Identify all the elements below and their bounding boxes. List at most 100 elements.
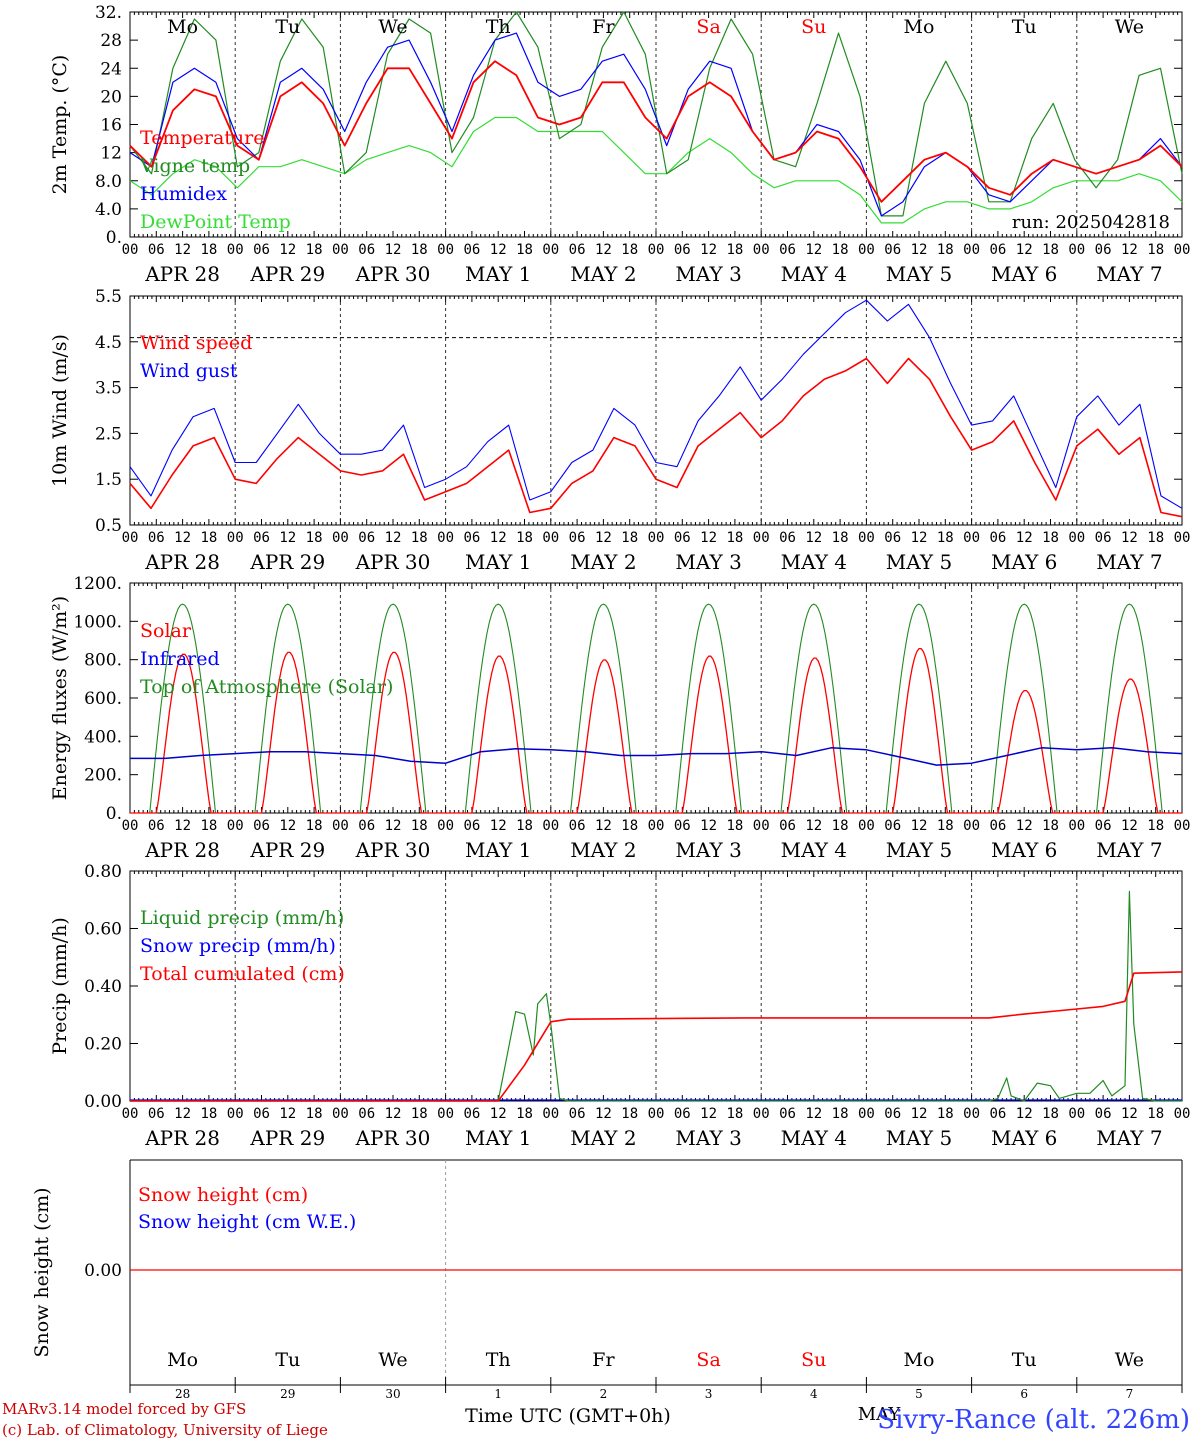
hour-tick-label: 18	[516, 1106, 533, 1122]
hour-tick-label: 06	[779, 1106, 796, 1122]
day-name-label: Tu	[275, 16, 300, 38]
hour-tick-label: 00	[753, 1106, 770, 1122]
date-label: MAY 1	[465, 550, 531, 574]
hour-tick-label: 12	[279, 242, 296, 258]
hour-tick-label: 00	[437, 1106, 454, 1122]
y-tick-label: 32.	[95, 3, 122, 23]
hour-tick-label: 00	[227, 242, 244, 258]
hour-tick-label: 00	[858, 242, 875, 258]
hour-tick-label: 18	[411, 818, 428, 834]
day-number-label: 30	[385, 1387, 400, 1401]
date-label: APR 29	[249, 838, 325, 862]
hour-tick-label: 18	[621, 818, 638, 834]
hour-tick-label: 12	[174, 818, 191, 834]
day-name-label: Mo	[167, 16, 198, 38]
hour-tick-label: 06	[148, 530, 165, 546]
legend-entry: Infrared	[140, 648, 220, 670]
hour-tick-label: 06	[358, 818, 375, 834]
hour-tick-label: 06	[884, 242, 901, 258]
hour-tick-label: 18	[832, 242, 849, 258]
day-number-label: 5	[915, 1387, 923, 1401]
hour-tick-label: 06	[674, 530, 691, 546]
hour-tick-label: 00	[1068, 818, 1085, 834]
day-number-label: 3	[705, 1387, 713, 1401]
hour-tick-label: 06	[569, 1106, 586, 1122]
hour-tick-label: 06	[569, 530, 586, 546]
y-tick-label: 1000.	[73, 612, 122, 632]
legend-entry: Snow precip (mm/h)	[140, 935, 336, 957]
hour-tick-label: 00	[542, 530, 559, 546]
y-tick-label: 24	[100, 59, 122, 79]
hour-tick-label: 18	[832, 530, 849, 546]
hour-tick-label: 12	[805, 818, 822, 834]
hour-tick-label: 12	[385, 1106, 402, 1122]
hour-tick-label: 00	[753, 818, 770, 834]
hour-tick-label: 12	[911, 530, 928, 546]
legend-entry: Solar	[140, 620, 192, 642]
legend-entry: Vigne temp	[139, 155, 250, 177]
hour-tick-label: 12	[1121, 530, 1138, 546]
date-label: MAY 1	[465, 1126, 531, 1150]
hour-tick-label: 00	[753, 242, 770, 258]
hour-tick-label: 00	[963, 530, 980, 546]
hour-tick-label: 12	[700, 818, 717, 834]
y-axis-label: Precip (mm/h)	[49, 917, 71, 1055]
series-dewpoint-temp	[129, 116, 1183, 224]
day-name-label: Sa	[696, 1349, 720, 1371]
date-label: MAY 7	[1096, 838, 1162, 862]
hour-tick-label: 18	[1042, 1106, 1059, 1122]
hour-tick-label: 12	[911, 818, 928, 834]
day-name-label: Th	[486, 16, 511, 38]
y-tick-label: 0.20	[84, 1035, 122, 1055]
date-label: APR 30	[355, 550, 431, 574]
series-liquid-precip-mm-h-	[130, 890, 1182, 1102]
y-tick-label: 200.	[84, 766, 122, 786]
date-label: MAY 4	[781, 1126, 847, 1150]
y-tick-label: 4.5	[95, 333, 122, 353]
series-humidex	[129, 32, 1183, 217]
date-label: MAY 7	[1096, 550, 1162, 574]
hour-tick-label: 12	[385, 530, 402, 546]
hour-tick-label: 18	[516, 818, 533, 834]
hour-tick-label: 00	[1174, 818, 1191, 834]
date-label: MAY 6	[991, 262, 1057, 286]
hour-tick-label: 18	[726, 818, 743, 834]
hour-tick-label: 12	[1121, 818, 1138, 834]
hour-tick-label: 12	[595, 818, 612, 834]
hour-tick-label: 18	[1147, 242, 1164, 258]
hour-tick-label: 18	[1042, 242, 1059, 258]
hour-tick-label: 06	[358, 242, 375, 258]
hour-tick-label: 18	[1147, 530, 1164, 546]
legend-entry: Liquid precip (mm/h)	[140, 907, 344, 929]
date-label: MAY 6	[991, 838, 1057, 862]
day-number-label: 29	[280, 1387, 295, 1401]
hour-tick-label: 00	[332, 530, 349, 546]
hour-tick-label: 12	[490, 818, 507, 834]
hour-tick-label: 00	[1068, 530, 1085, 546]
hour-tick-label: 00	[227, 1106, 244, 1122]
y-tick-label: 1.5	[95, 470, 122, 490]
hour-tick-label: 06	[463, 242, 480, 258]
station-name: Sivry-Rance (alt. 226m)	[877, 1405, 1190, 1435]
hour-tick-label: 18	[726, 1106, 743, 1122]
hour-tick-label: 06	[253, 530, 270, 546]
day-name-label: Mo	[904, 16, 935, 38]
hour-tick-label: 00	[1174, 530, 1191, 546]
hour-tick-label: 12	[174, 1106, 191, 1122]
hour-tick-label: 06	[779, 242, 796, 258]
date-label: MAY 3	[675, 838, 741, 862]
hour-tick-label: 06	[884, 818, 901, 834]
hour-tick-label: 12	[385, 242, 402, 258]
hour-tick-label: 00	[332, 242, 349, 258]
hour-tick-label: 06	[779, 530, 796, 546]
hour-tick-label: 00	[1068, 1106, 1085, 1122]
hour-tick-label: 12	[805, 530, 822, 546]
hour-tick-label: 00	[542, 1106, 559, 1122]
date-label: MAY 3	[675, 1126, 741, 1150]
legend-entry: Wind gust	[140, 360, 238, 382]
date-label: MAY 4	[781, 838, 847, 862]
hour-tick-label: 18	[200, 818, 217, 834]
hour-tick-label: 12	[911, 1106, 928, 1122]
hour-tick-label: 00	[437, 818, 454, 834]
